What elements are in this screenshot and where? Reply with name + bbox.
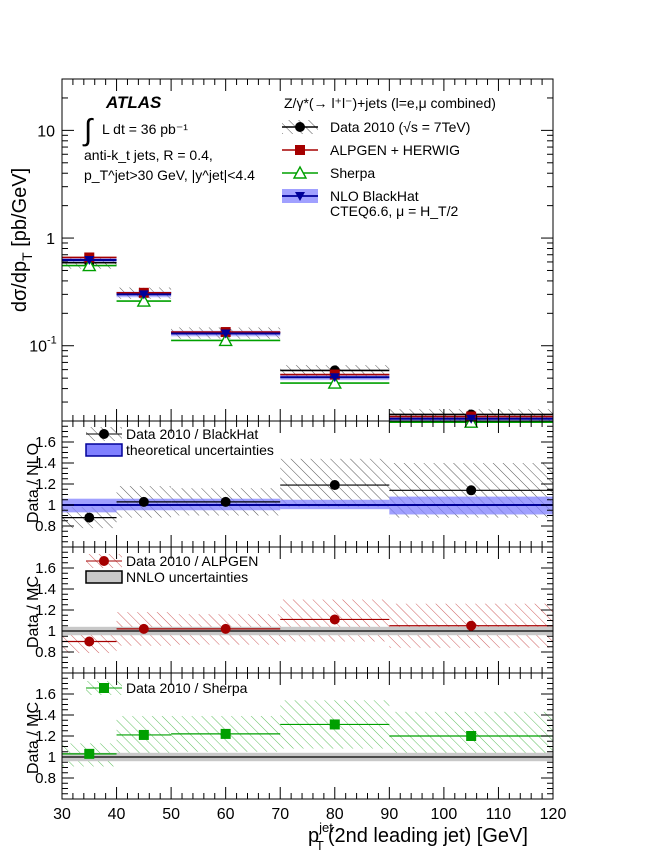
legend-ratio-sherpa: Data 2010 / Sherpa — [126, 680, 248, 696]
ratio-ytick-label: 0.8 — [35, 644, 56, 661]
ratio-ytick-label: 1 — [48, 497, 56, 514]
ratio-ytick-label: 0.8 — [35, 770, 56, 787]
x-axis-title-sub: T — [316, 838, 324, 853]
ratio-ytick-label: 1.2 — [35, 728, 56, 745]
ratio-ytick-label: 1.6 — [35, 560, 56, 577]
x-axis-title-sup: jet — [318, 820, 333, 835]
ratio-point — [466, 620, 477, 631]
ratio-point — [84, 512, 95, 523]
legend-ratio-theory: theoretical uncertainties — [126, 442, 274, 458]
cuts-line2: p_T^jet>30 GeV, |y^jet|<4.4 — [84, 167, 255, 183]
ratio-nlo-ylabel: Data / NLO — [25, 443, 42, 523]
ratio-point — [466, 731, 477, 741]
ratio-point — [329, 480, 340, 491]
ratio-ytick-label: 1.2 — [35, 476, 56, 493]
xtick-label: 80 — [326, 806, 344, 823]
xtick-label: 90 — [380, 806, 398, 823]
legend-ratio-nnlo: NNLO uncertainties — [126, 569, 248, 585]
legend-ratio-alpgen: Data 2010 / ALPGEN — [126, 553, 258, 569]
legend-alpgen-marker — [295, 145, 305, 155]
main-ylabel: dσ/dpT [pb/GeV] — [9, 168, 35, 312]
ratio-point — [220, 496, 231, 507]
integral-sign: ∫ — [82, 114, 94, 147]
cuts-line1: anti-k_t jets, R = 0.4, — [84, 147, 213, 163]
main-blackhat-point — [220, 329, 231, 339]
ratio-point — [220, 728, 231, 739]
main-ytick-label: -1 — [47, 335, 57, 347]
legend-sherpa-marker — [292, 165, 308, 179]
ratio-point — [138, 496, 149, 507]
main-blackhat-point — [138, 290, 149, 300]
ratio-ytick-label: 0.8 — [35, 518, 56, 535]
legend-ratio-marker — [99, 556, 109, 566]
xtick-label: 120 — [540, 806, 567, 823]
main-sherpa-point — [136, 293, 152, 307]
main-sherpa-point — [218, 332, 233, 347]
main-sherpa-point — [327, 375, 342, 389]
ratio-point — [329, 719, 340, 730]
xtick-label: 40 — [108, 806, 126, 823]
legend-theory-swatch — [85, 443, 123, 457]
x-axis-title-p: p — [308, 825, 319, 847]
atlas-label: ATLAS — [105, 93, 162, 112]
x-axis-title-rest: (2nd leading jet) [GeV] — [328, 825, 528, 847]
ratio-ytick-label: 1.6 — [35, 686, 56, 703]
ratio-alpgen-ylabel: Data / MC — [25, 576, 42, 648]
ratio-point — [84, 748, 95, 759]
ratio-point — [329, 614, 340, 625]
ratio-point — [220, 623, 231, 634]
ratio-point — [466, 485, 477, 496]
legend-ratio-marker — [99, 683, 109, 693]
main-blackhat-point — [466, 414, 477, 424]
legend-label-data: Data 2010 (√s = 7TeV) — [330, 119, 470, 135]
ratio-ytick-label: 1.6 — [35, 434, 56, 451]
main-sherpa-point — [82, 258, 97, 272]
ratio-sherpa-ylabel: Data / MC — [25, 702, 42, 774]
lumi-text: L dt = 36 pb⁻¹ — [102, 121, 188, 137]
legends: Data 2010 (√s = 7TeV) ALPGEN + HERWIG Sher… — [85, 119, 470, 696]
ratio-ytick-label: 1 — [48, 749, 56, 766]
xtick-label: 110 — [486, 806, 512, 823]
ratio-ytick-label: 1.4 — [35, 455, 56, 472]
ratio-point — [84, 636, 95, 647]
main-blackhat-point — [84, 256, 95, 266]
ratio-ytick-label: 1.2 — [35, 602, 56, 619]
legend-data-marker — [295, 122, 305, 132]
legend-nnlo-swatch — [85, 570, 123, 584]
legend-label-blackhat: NLO BlackHat — [330, 188, 419, 204]
xtick-label: 30 — [53, 806, 71, 823]
main-ytick-label: 10 — [37, 123, 55, 140]
ratio-point — [138, 623, 149, 634]
ratio-point — [138, 729, 149, 740]
legend-label-sherpa: Sherpa — [330, 165, 375, 181]
xtick-label: 60 — [217, 806, 235, 823]
main-blackhat-point — [329, 373, 340, 383]
data-markers — [62, 252, 553, 759]
ratio-ytick-label: 1 — [48, 623, 56, 640]
legend-label-alpgen: ALPGEN + HERWIG — [330, 142, 460, 158]
legend-ratio-blackhat: Data 2010 / BlackHat — [126, 426, 258, 442]
xtick-label: 70 — [271, 806, 289, 823]
legend-title: Z/γ*(→ l⁺l⁻)+jets (l=e,μ combined) — [284, 95, 496, 111]
main-ytick-label: 1 — [46, 231, 55, 248]
ratio-ytick-label: 1.4 — [35, 707, 56, 724]
legend-ratio-marker — [99, 429, 109, 439]
x-axis-title: pjet T (2nd leading jet) [GeV] — [308, 820, 528, 853]
legend-note: CTEQ6.6, μ = H_T/2 — [330, 203, 458, 219]
xtick-label: 50 — [162, 806, 180, 823]
ratio-ytick-label: 1.4 — [35, 581, 56, 598]
legend-blackhat-marker — [295, 192, 305, 201]
xtick-label: 100 — [431, 806, 458, 823]
main-ytick-label: 10 — [29, 339, 47, 356]
